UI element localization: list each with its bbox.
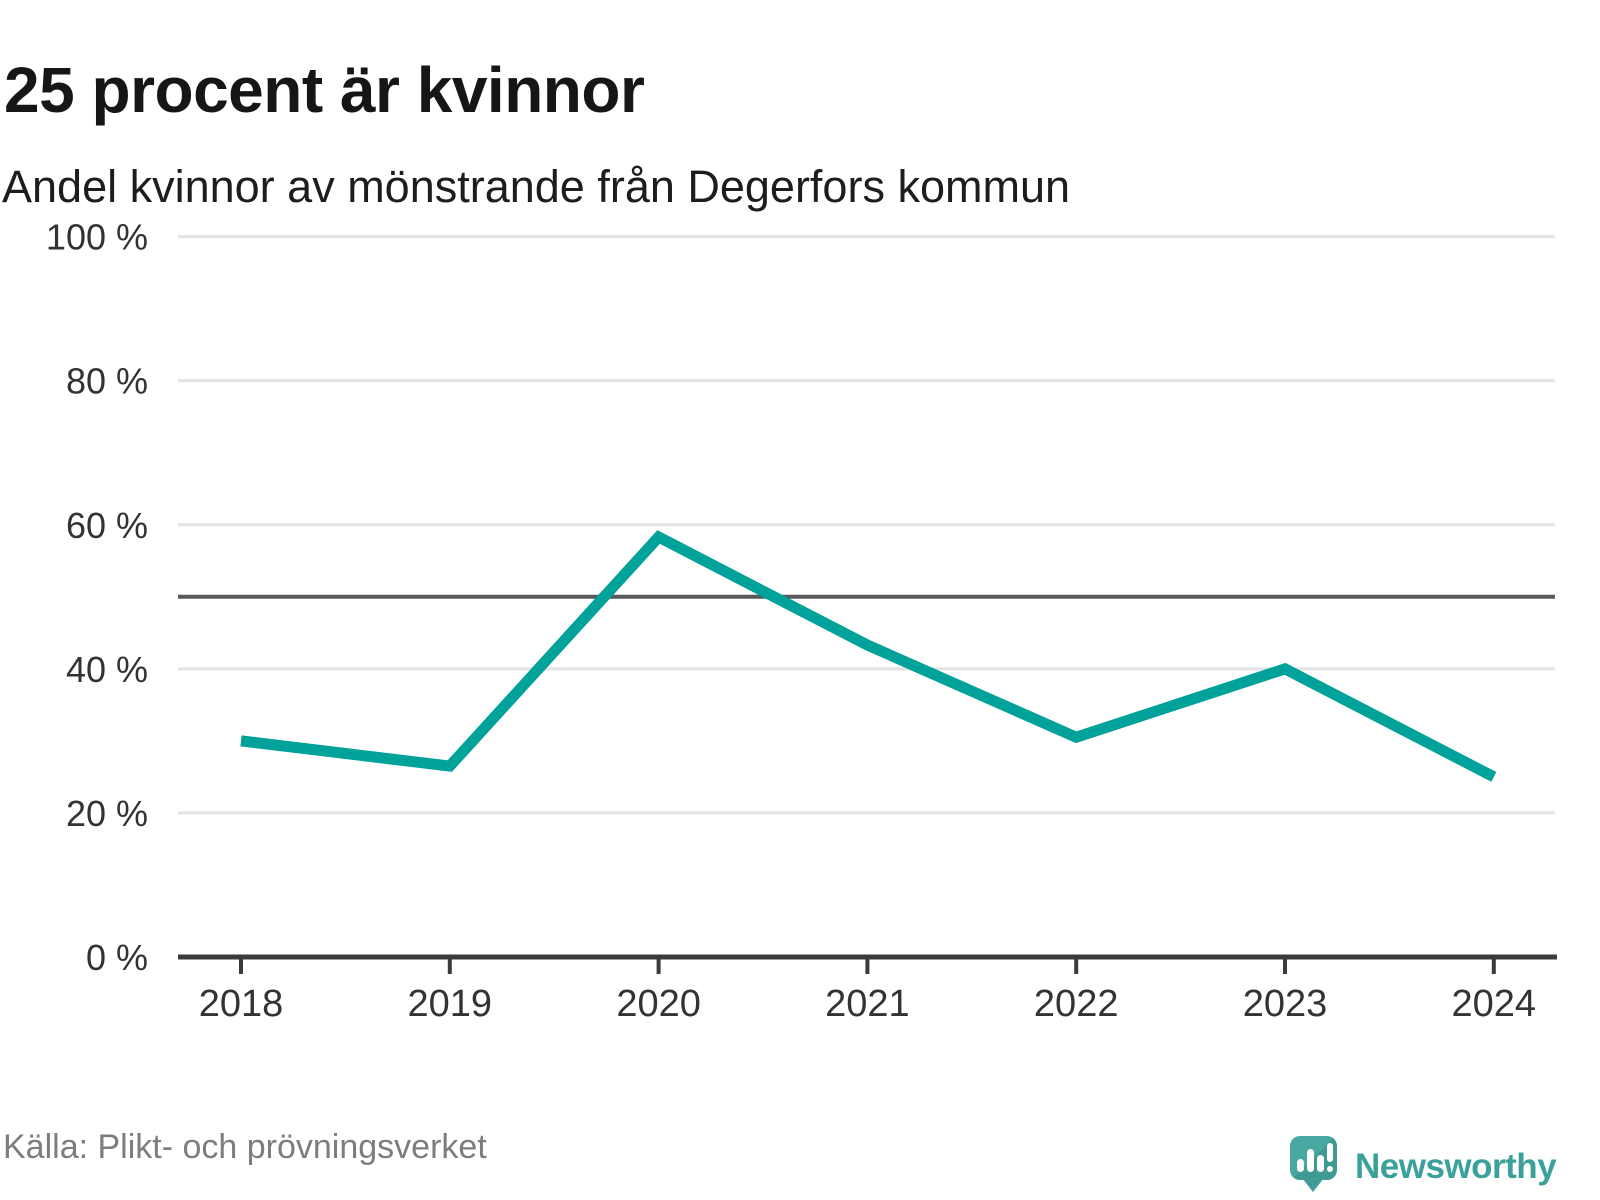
- x-tick-label: 2018: [199, 983, 284, 1025]
- newsworthy-logo: Newsworthy: [1290, 1136, 1557, 1198]
- x-tick-label: 2019: [408, 983, 493, 1025]
- y-tick-label: 0 %: [86, 937, 148, 978]
- y-tick-label: 100 %: [46, 217, 148, 258]
- source-note: Källa: Plikt- och prövningsverket: [3, 1128, 487, 1166]
- logo-bar-icon: [1297, 1159, 1304, 1172]
- logo-bar-icon: [1307, 1149, 1314, 1172]
- x-tick-label: 2023: [1243, 983, 1328, 1025]
- logo-exclamation-dot-icon: [1327, 1166, 1333, 1172]
- x-tick-label: 2020: [616, 983, 701, 1025]
- x-tick-label: 2022: [1034, 983, 1119, 1025]
- y-tick-label: 60 %: [66, 505, 148, 546]
- newsworthy-logo-icon: [1290, 1136, 1337, 1192]
- x-tick-label: 2021: [825, 983, 910, 1025]
- y-tick-label: 80 %: [66, 361, 148, 402]
- logo-bar-icon: [1317, 1155, 1324, 1172]
- y-tick-label: 20 %: [66, 793, 148, 834]
- y-tick-label: 40 %: [66, 649, 148, 690]
- data-line: [240, 530, 1497, 782]
- chart-subtitle: Andel kvinnor av mönstrande från Degerfo…: [2, 161, 1071, 212]
- chart-title: 25 procent är kvinnor: [4, 53, 645, 126]
- brand-name: Newsworthy: [1355, 1147, 1557, 1186]
- x-tick-label: 2024: [1452, 983, 1537, 1025]
- logo-exclamation-icon: [1327, 1143, 1333, 1162]
